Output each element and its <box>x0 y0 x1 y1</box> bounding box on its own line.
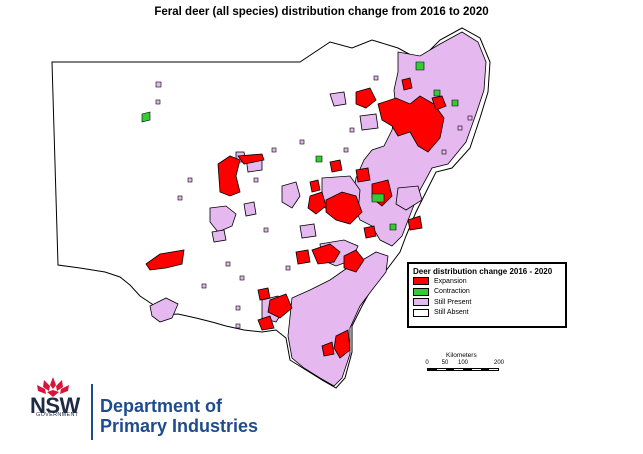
map-title: Feral deer (all species) distribution ch… <box>154 6 489 18</box>
expansion-regions <box>145 77 447 359</box>
scale-tick: 0 <box>425 360 429 366</box>
legend-label: Expansion <box>434 277 467 285</box>
waratah-logo-icon <box>37 377 69 397</box>
swatch-expansion <box>413 277 429 286</box>
scale-tick: 200 <box>493 360 505 366</box>
contraction-regions <box>141 61 459 231</box>
scale-tick: 100 <box>457 360 469 366</box>
scale-bar: Kilometers 0 50 100 200 <box>424 352 504 378</box>
legend-label: Contraction <box>434 288 470 296</box>
nsw-wordmark: NSW <box>30 393 80 418</box>
legend-label: Still Present <box>434 298 472 306</box>
swatch-still-present <box>413 298 429 307</box>
small-grid-cells <box>155 75 473 329</box>
legend-item-still-present: Still Present <box>413 297 565 308</box>
department-line-1: Department of <box>100 396 223 416</box>
department-name: Department of Primary Industries <box>100 396 258 436</box>
legend-item-still-absent: Still Absent <box>413 308 565 319</box>
scale-bar-graphic <box>427 368 499 371</box>
swatch-contraction <box>413 287 429 296</box>
swatch-still-absent <box>413 308 429 317</box>
legend-label: Still Absent <box>434 309 469 317</box>
legend-item-expansion: Expansion <box>413 276 565 287</box>
government-label: GOVERNMENT <box>36 412 79 418</box>
legend-item-contraction: Contraction <box>413 287 565 298</box>
legend-title: Deer distribution change 2016 - 2020 <box>413 267 553 276</box>
scale-tick: 50 <box>441 360 449 366</box>
department-line-2: Primary Industries <box>100 416 259 436</box>
legend: Deer distribution change 2016 - 2020 Exp… <box>407 262 567 328</box>
brand-divider <box>91 384 93 440</box>
scale-title: Kilometers <box>446 352 477 359</box>
